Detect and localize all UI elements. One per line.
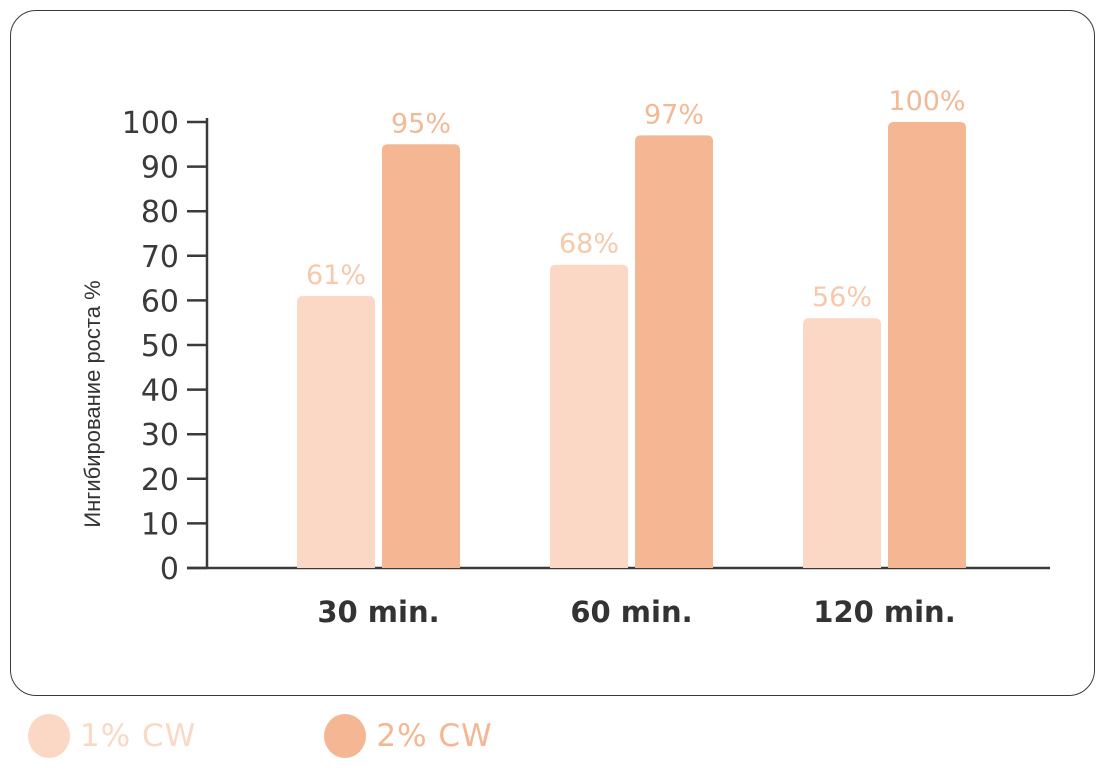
bar xyxy=(550,264,628,568)
y-tick-label: 100 xyxy=(122,106,179,141)
y-tick-label: 90 xyxy=(141,151,179,186)
bar-value-label: 95% xyxy=(391,108,451,139)
y-tick-label: 40 xyxy=(141,374,179,409)
bar-value-label: 68% xyxy=(559,229,619,260)
bar xyxy=(382,144,460,569)
y-tick-label: 80 xyxy=(141,195,179,230)
legend-item-2pct-cw: 2% CW xyxy=(324,714,492,758)
bar xyxy=(888,122,966,568)
bar-value-label: 100% xyxy=(888,86,965,117)
legend-item-1pct-cw: 1% CW xyxy=(28,714,196,758)
legend-swatch-2pct-cw xyxy=(324,714,367,758)
bar-value-label: 97% xyxy=(644,99,704,130)
x-tick-label: 120 min. xyxy=(813,595,955,629)
y-tick-label: 20 xyxy=(141,463,179,498)
legend-label-1pct-cw: 1% CW xyxy=(80,718,197,754)
bar xyxy=(803,318,881,568)
y-tick-label: 30 xyxy=(141,418,179,453)
y-tick-label: 60 xyxy=(141,284,179,319)
legend-label-2pct-cw: 2% CW xyxy=(376,718,493,754)
y-tick-label: 0 xyxy=(160,552,179,587)
y-axis-label: Ингибирование роста % xyxy=(80,280,105,527)
x-tick-label: 30 min. xyxy=(317,595,439,629)
y-tick-label: 10 xyxy=(141,507,179,542)
bar xyxy=(635,135,713,568)
bar-value-label: 56% xyxy=(812,282,872,313)
bar xyxy=(297,295,375,568)
legend-swatch-1pct-cw xyxy=(28,714,70,758)
legend: 1% CW 2% CW xyxy=(28,710,621,762)
y-tick-label: 70 xyxy=(141,240,179,275)
bar-chart: 0 10 20 30 40 50 60 70 80 90 100 Ингибирование рост… xyxy=(80,86,1050,629)
bar-value-label: 61% xyxy=(306,260,366,291)
x-tick-label: 60 min. xyxy=(570,595,692,629)
y-tick-label: 50 xyxy=(141,329,179,364)
